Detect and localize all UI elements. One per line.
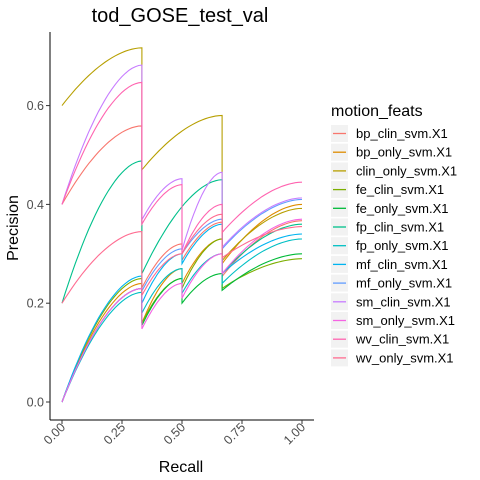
chart-title: tod_GOSE_test_val: [92, 5, 269, 27]
y-ticks: 0.0 0.2 0.4 0.6: [27, 99, 50, 410]
legend-label: fe_clin_svm.X1: [356, 182, 444, 197]
legend-label: bp_clin_svm.X1: [356, 126, 448, 141]
y-axis-title: Precision: [5, 195, 22, 261]
legend-label: wv_clin_svm.X1: [355, 332, 449, 347]
y-tick-label: 0.2: [27, 297, 44, 311]
legend-label: fp_only_svm.X1: [356, 238, 449, 253]
series-line-3: [61, 47, 303, 263]
legend-label: mf_clin_svm.X1: [356, 257, 448, 272]
legend-label: sm_only_svm.X1: [356, 313, 455, 328]
x-ticks: 0.00 0.25 0.50 0.75 1.00: [41, 420, 308, 447]
legend-title: motion_feats: [331, 103, 423, 120]
series-line-12: [61, 81, 303, 255]
x-axis-title: Recall: [159, 459, 203, 476]
legend-label: sm_clin_svm.X1: [356, 294, 451, 309]
series-lines: [61, 47, 303, 403]
x-tick-label: 0.25: [101, 420, 128, 447]
series-line-7: [61, 238, 303, 403]
y-tick-label: 0.6: [27, 99, 44, 113]
y-tick-label: 0.4: [27, 198, 44, 212]
legend-label: wv_only_svm.X1: [355, 350, 454, 365]
legend-label: bp_only_svm.X1: [356, 145, 452, 160]
legend-label: fp_clin_svm.X1: [356, 220, 444, 235]
legend-label: fe_only_svm.X1: [356, 201, 449, 216]
series-line-13: [61, 213, 303, 304]
y-tick-label: 0.0: [27, 396, 44, 410]
legend-label: mf_only_svm.X1: [356, 276, 452, 291]
x-tick-label: 0.00: [41, 420, 68, 447]
series-line-11: [61, 218, 303, 403]
x-tick-label: 0.75: [221, 420, 248, 447]
legend-label: clin_only_svm.X1: [356, 163, 457, 178]
legend: bp_clin_svm.X1 bp_only_svm.X1 clin_only_sv…: [331, 125, 457, 367]
x-tick-label: 0.50: [161, 420, 188, 447]
x-tick-label: 1.00: [281, 420, 308, 447]
series-line-8: [61, 223, 303, 403]
